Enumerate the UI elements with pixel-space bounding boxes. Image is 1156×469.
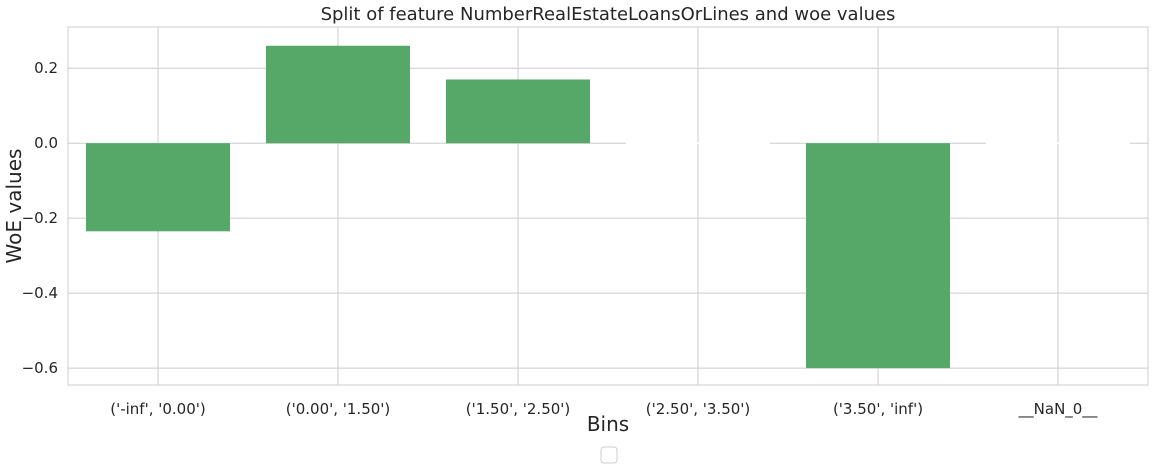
legend-box (600, 446, 618, 464)
y-tick-label: −0.4 (22, 284, 58, 302)
x-tick-label: ('0.00', '1.50') (286, 400, 391, 418)
x-tick-label: __NaN_0__ (1018, 400, 1098, 419)
x-axis-label: Bins (587, 412, 629, 436)
chart-title: Split of feature NumberRealEstateLoansOr… (321, 4, 896, 25)
bar (446, 79, 590, 144)
bar (86, 143, 230, 232)
x-tick-label: ('-inf', '0.00') (110, 400, 206, 418)
bars (86, 45, 1130, 369)
y-tick-label: −0.2 (22, 209, 58, 227)
bar (266, 45, 410, 144)
y-tick-label: −0.6 (22, 359, 58, 377)
plot-frame (67, 26, 1149, 386)
x-tick-label: ('1.50', '2.50') (466, 400, 571, 418)
bar (806, 143, 950, 369)
y-tick-label: 0.2 (34, 59, 58, 77)
y-tick-labels: −0.6 −0.4 −0.2 0.0 0.2 (22, 59, 58, 377)
y-axis-label: WoE values (2, 149, 26, 264)
y-tick-label: 0.0 (34, 134, 58, 152)
x-tick-label: ('2.50', '3.50') (646, 400, 751, 418)
x-tick-label: ('3.50', 'inf') (833, 400, 923, 418)
x-tick-labels: ('-inf', '0.00') ('0.00', '1.50') ('1.50',… (110, 400, 1098, 419)
